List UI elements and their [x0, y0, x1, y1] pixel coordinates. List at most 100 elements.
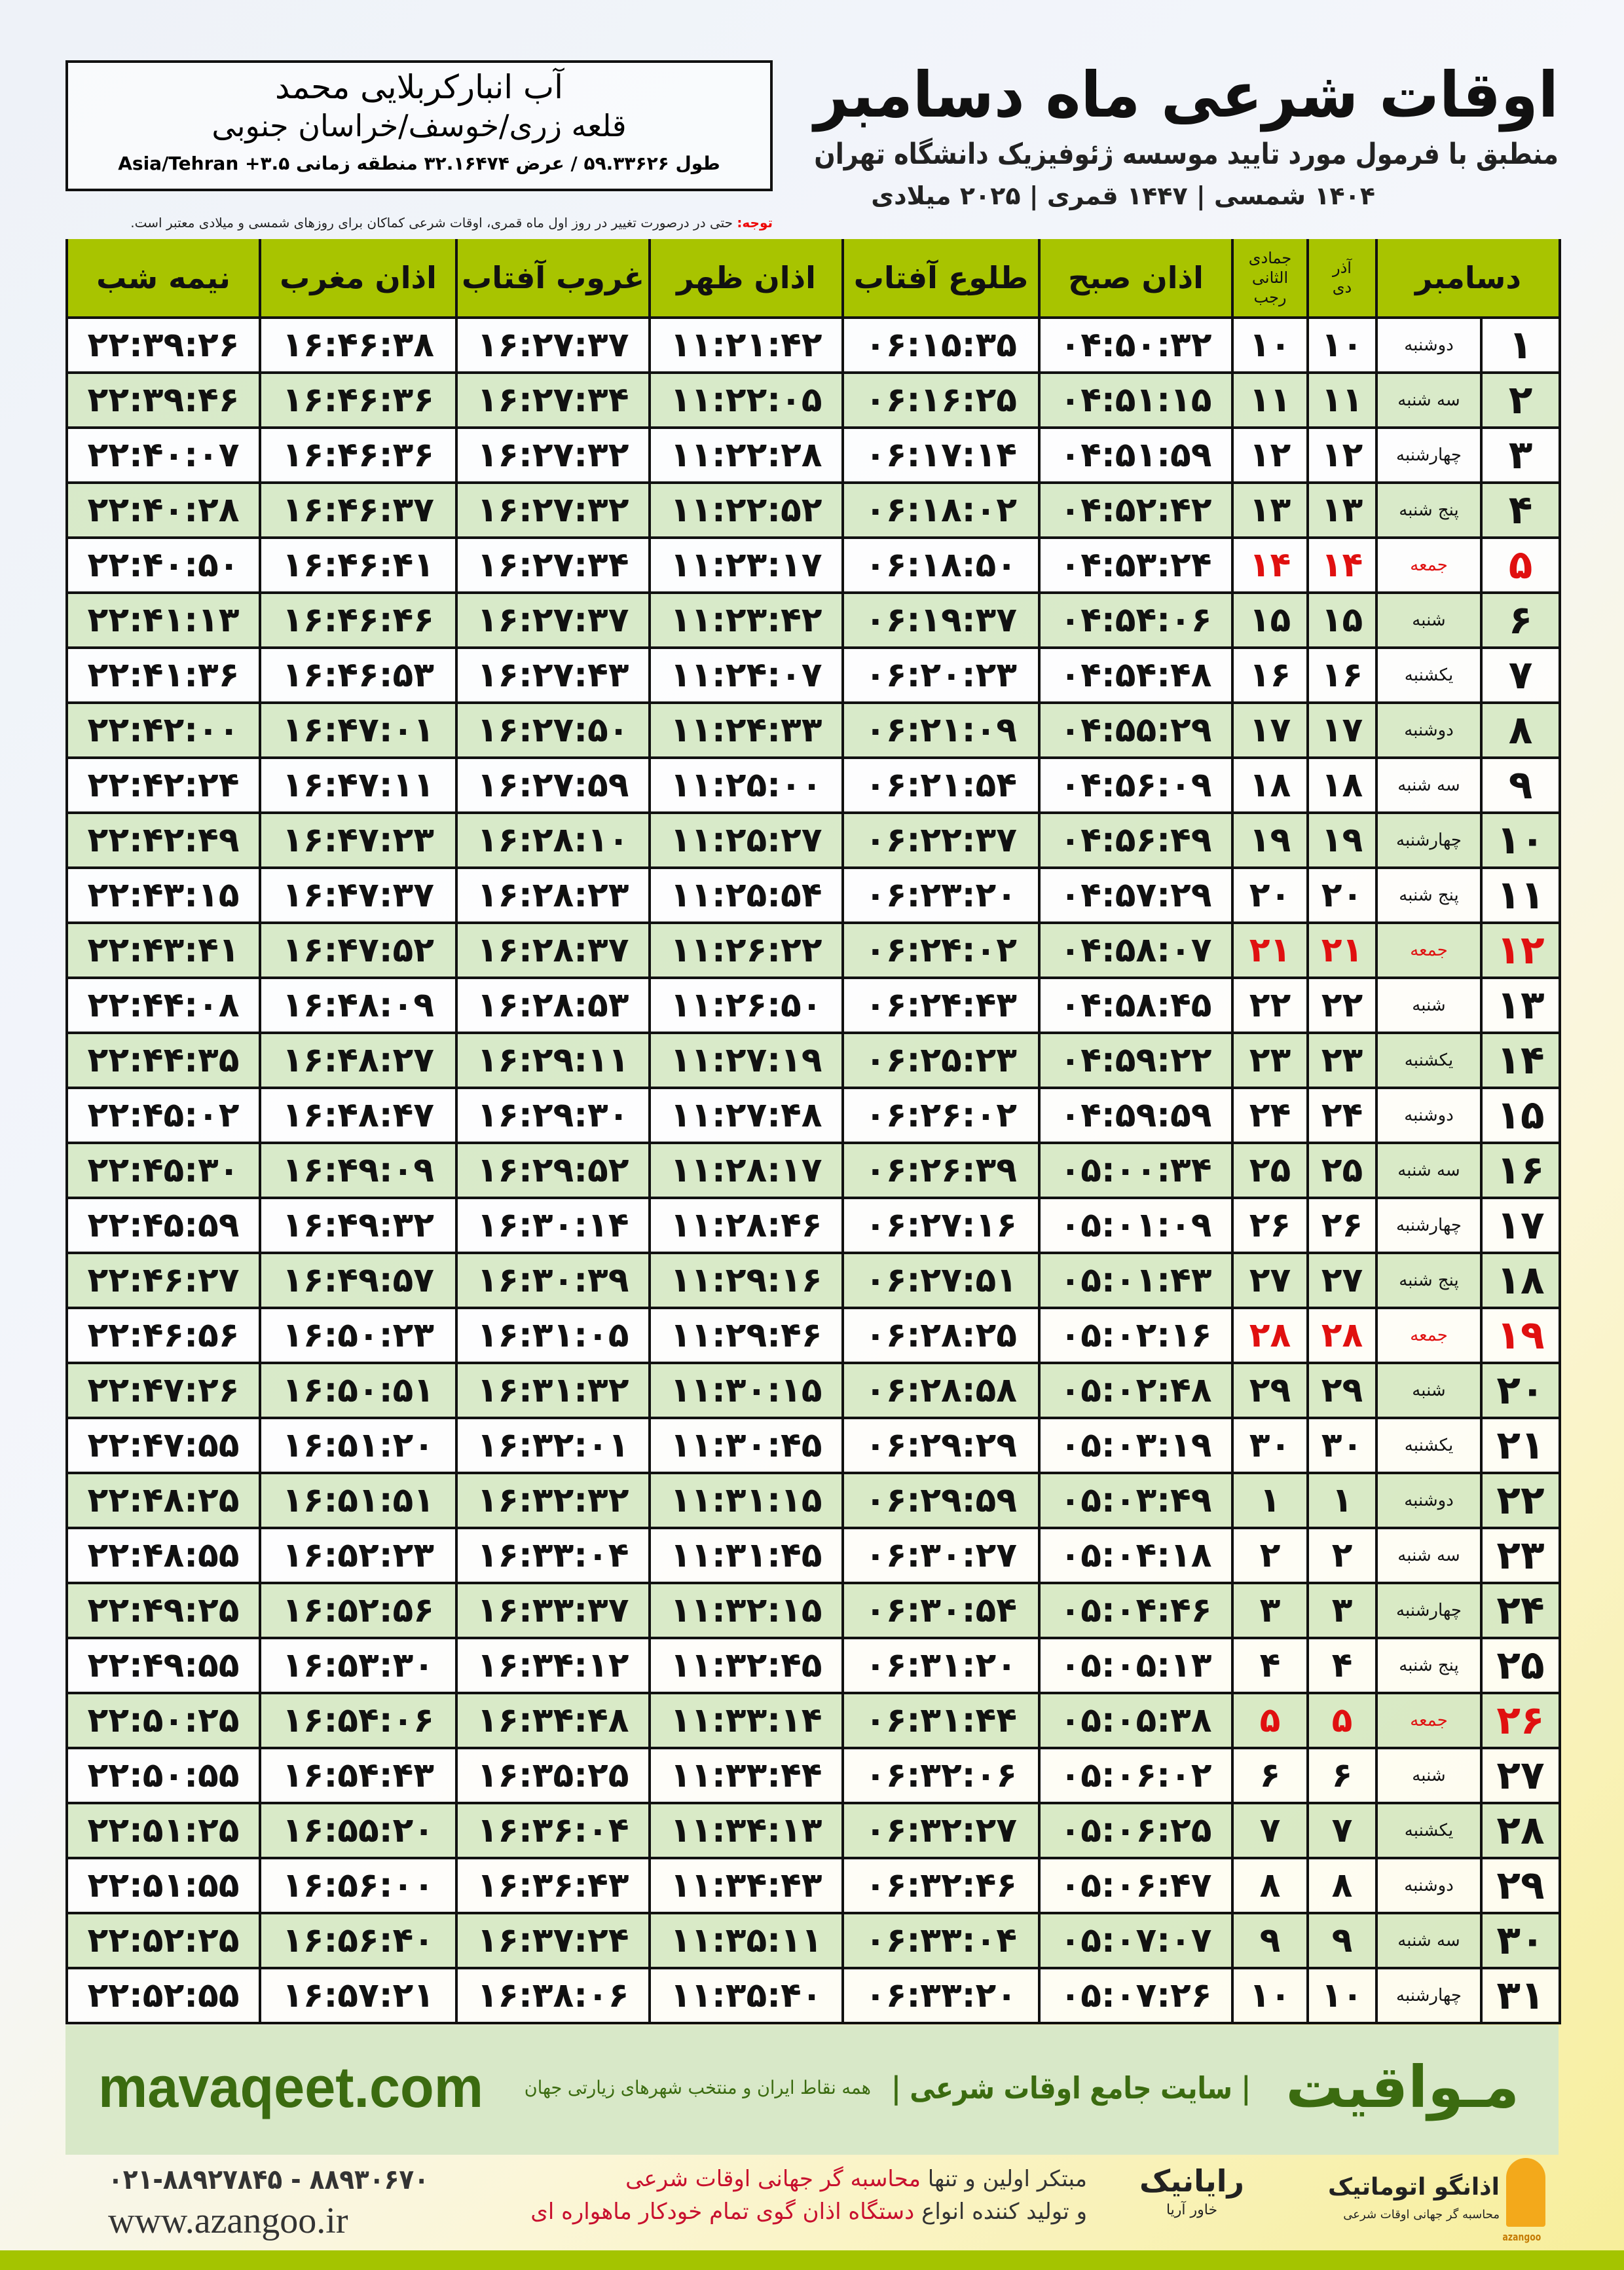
dhuhr-time: ۱۱:۲۹:۴۶	[648, 1307, 844, 1364]
hijri-day: ۲۴	[1231, 1087, 1309, 1144]
weekday: سه شنبه	[1375, 1142, 1483, 1199]
dhuhr-time: ۱۱:۳۴:۱۳	[648, 1802, 844, 1859]
maghrib-time: ۱۶:۵۳:۳۰	[259, 1637, 458, 1694]
page-title: اوقات شرعی ماه دسامبر	[814, 58, 1559, 132]
maghrib-time: ۱۶:۵۴:۴۳	[259, 1747, 458, 1804]
hijri-day: ۴	[1231, 1637, 1309, 1694]
sunrise-time: ۰۶:۳۲:۲۷	[841, 1802, 1041, 1859]
fajr-time: ۰۵:۰۴:۴۶	[1038, 1582, 1234, 1639]
hijri-day: ۲۰	[1231, 866, 1309, 924]
midnight-time: ۲۲:۴۷:۵۵	[65, 1417, 261, 1474]
fajr-time: ۰۴:۵۸:۰۷	[1038, 921, 1234, 979]
day-number: ۲۵	[1480, 1637, 1561, 1694]
sunset-time: ۱۶:۲۷:۳۷	[455, 591, 651, 649]
promo-1a: مبتکر اولین و تنها	[920, 2166, 1087, 2192]
weekday: شنبه	[1375, 977, 1483, 1034]
table-row: ۳ چهارشنبه ۱۲ ۱۲ ۰۴:۵۱:۵۹ ۰۶:۱۷:۱۴ ۱۱:۲۲:۲۸ ۱۶:…	[65, 426, 1561, 484]
fajr-time: ۰۴:۵۹:۲۲	[1038, 1032, 1234, 1089]
promo-text: مبتکر اولین و تنها محاسبه گر جهانی اوقات…	[458, 2163, 1087, 2228]
day-number: ۴	[1480, 481, 1561, 539]
promo-2b: دستگاه اذان گوی تمام خودکار ماهواره ای	[530, 2199, 915, 2225]
day-number: ۲	[1480, 371, 1561, 429]
maghrib-time: ۱۶:۴۷:۰۱	[259, 701, 458, 759]
sunrise-time: ۰۶:۳۳:۰۴	[841, 1912, 1041, 1969]
weekday: چهارشنبه	[1375, 1197, 1483, 1254]
header-midnight: نیمه شب	[65, 239, 261, 318]
sunrise-time: ۰۶:۲۱:۰۹	[841, 701, 1041, 759]
weekday: چهارشنبه	[1375, 811, 1483, 869]
shamsi-day: ۲۵	[1306, 1142, 1378, 1199]
note: توجه: حتی در درصورت تغییر در روز اول ماه…	[65, 214, 773, 232]
table-row: ۲۶ جمعه ۵ ۵ ۰۵:۰۵:۳۸ ۰۶:۳۱:۴۴ ۱۱:۳۳:۱۴ ۱۶:۳۴:۴۸…	[65, 1692, 1561, 1749]
midnight-time: ۲۲:۴۴:۳۵	[65, 1032, 261, 1089]
maghrib-time: ۱۶:۵۰:۲۳	[259, 1307, 458, 1364]
midnight-time: ۲۲:۴۶:۵۶	[65, 1307, 261, 1364]
sunset-time: ۱۶:۳۱:۰۵	[455, 1307, 651, 1364]
sunrise-time: ۰۶:۲۸:۲۵	[841, 1307, 1041, 1364]
midnight-time: ۲۲:۴۲:۰۰	[65, 701, 261, 759]
sunrise-time: ۰۶:۲۴:۴۳	[841, 977, 1041, 1034]
shamsi-day: ۱۴	[1306, 536, 1378, 594]
location-box: آب انبارکربلایی محمد قلعه زری/خوسف/خراسا…	[65, 60, 773, 191]
sunset-time: ۱۶:۲۷:۴۳	[455, 646, 651, 704]
dhuhr-time: ۱۱:۲۶:۵۰	[648, 977, 844, 1034]
hijri-day: ۲۳	[1231, 1032, 1309, 1089]
day-number: ۱	[1480, 316, 1561, 374]
day-number: ۱۴	[1480, 1032, 1561, 1089]
dhuhr-time: ۱۱:۲۴:۰۷	[648, 646, 844, 704]
day-number: ۱۱	[1480, 866, 1561, 924]
weekday: پنج شنبه	[1375, 1252, 1483, 1309]
location-coords: طول ۵۹.۳۳۶۲۶ / عرض ۳۲.۱۶۴۷۴ منطقه زمانی …	[118, 153, 720, 174]
fajr-time: ۰۵:۰۳:۱۹	[1038, 1417, 1234, 1474]
shamsi-day: ۲۴	[1306, 1087, 1378, 1144]
shamsi-day: ۲۳	[1306, 1032, 1378, 1089]
sunrise-time: ۰۶:۲۵:۲۳	[841, 1032, 1041, 1089]
shamsi-day: ۲۷	[1306, 1252, 1378, 1309]
sunrise-time: ۰۶:۳۲:۰۶	[841, 1747, 1041, 1804]
table-row: ۱۹ جمعه ۲۸ ۲۸ ۰۵:۰۲:۱۶ ۰۶:۲۸:۲۵ ۱۱:۲۹:۴۶ ۱۶:۳۱:…	[65, 1307, 1561, 1364]
dhuhr-time: ۱۱:۳۲:۴۵	[648, 1637, 844, 1694]
shamsi-day: ۱۲	[1306, 426, 1378, 484]
shamsi-day: ۲	[1306, 1527, 1378, 1584]
midnight-time: ۲۲:۴۵:۰۲	[65, 1087, 261, 1144]
shamsi-day: ۳۰	[1306, 1417, 1378, 1474]
maghrib-time: ۱۶:۴۶:۳۶	[259, 371, 458, 429]
weekday: چهارشنبه	[1375, 426, 1483, 484]
midnight-time: ۲۲:۴۹:۵۵	[65, 1637, 261, 1694]
weekday: دوشنبه	[1375, 316, 1483, 374]
table-row: ۵ جمعه ۱۴ ۱۴ ۰۴:۵۳:۲۴ ۰۶:۱۸:۵۰ ۱۱:۲۳:۱۷ ۱۶:۲۷:۳…	[65, 536, 1561, 594]
sunset-time: ۱۶:۳۱:۳۲	[455, 1362, 651, 1419]
hijri-day: ۱	[1231, 1472, 1309, 1529]
table-row: ۲۱ یکشنبه ۳۰ ۳۰ ۰۵:۰۳:۱۹ ۰۶:۲۹:۲۹ ۱۱:۳۰:۴۵ ۱۶:۳…	[65, 1417, 1561, 1474]
bottom-strip	[0, 2250, 1624, 2270]
azangoo-url[interactable]: www.azangoo.ir	[108, 2201, 348, 2241]
midnight-time: ۲۲:۴۸:۲۵	[65, 1472, 261, 1529]
midnight-time: ۲۲:۴۳:۱۵	[65, 866, 261, 924]
midnight-time: ۲۲:۴۲:۴۹	[65, 811, 261, 869]
fajr-time: ۰۵:۰۵:۳۸	[1038, 1692, 1234, 1749]
dhuhr-time: ۱۱:۳۵:۱۱	[648, 1912, 844, 1969]
sunset-time: ۱۶:۲۹:۵۲	[455, 1142, 651, 1199]
azangoo-en: azangoo	[1502, 2231, 1541, 2243]
sunrise-time: ۰۶:۲۹:۵۹	[841, 1472, 1041, 1529]
day-number: ۸	[1480, 701, 1561, 759]
sunrise-time: ۰۶:۱۶:۲۵	[841, 371, 1041, 429]
day-number: ۲۰	[1480, 1362, 1561, 1419]
dhuhr-time: ۱۱:۲۲:۲۸	[648, 426, 844, 484]
shamsi-day: ۲۲	[1306, 977, 1378, 1034]
maghrib-time: ۱۶:۵۲:۵۶	[259, 1582, 458, 1639]
fajr-time: ۰۴:۵۹:۵۹	[1038, 1087, 1234, 1144]
day-number: ۲۸	[1480, 1802, 1561, 1859]
raynik-name: رایانیک	[1139, 2163, 1244, 2199]
midnight-time: ۲۲:۴۹:۲۵	[65, 1582, 261, 1639]
sunrise-time: ۰۶:۱۸:۰۲	[841, 481, 1041, 539]
table-row: ۷ یکشنبه ۱۶ ۱۶ ۰۴:۵۴:۴۸ ۰۶:۲۰:۲۳ ۱۱:۲۴:۰۷ ۱۶:۲۷…	[65, 646, 1561, 704]
maghrib-time: ۱۶:۴۸:۴۷	[259, 1087, 458, 1144]
mavaqeet-url[interactable]: mavaqeet.com	[98, 2055, 483, 2119]
sunrise-time: ۰۶:۲۷:۵۱	[841, 1252, 1041, 1309]
weekday: دوشنبه	[1375, 1857, 1483, 1914]
hijri-day: ۷	[1231, 1802, 1309, 1859]
sunrise-time: ۰۶:۳۰:۲۷	[841, 1527, 1041, 1584]
note-text: حتی در درصورت تغییر در روز اول ماه قمری،…	[130, 215, 737, 231]
fajr-time: ۰۴:۵۵:۲۹	[1038, 701, 1234, 759]
